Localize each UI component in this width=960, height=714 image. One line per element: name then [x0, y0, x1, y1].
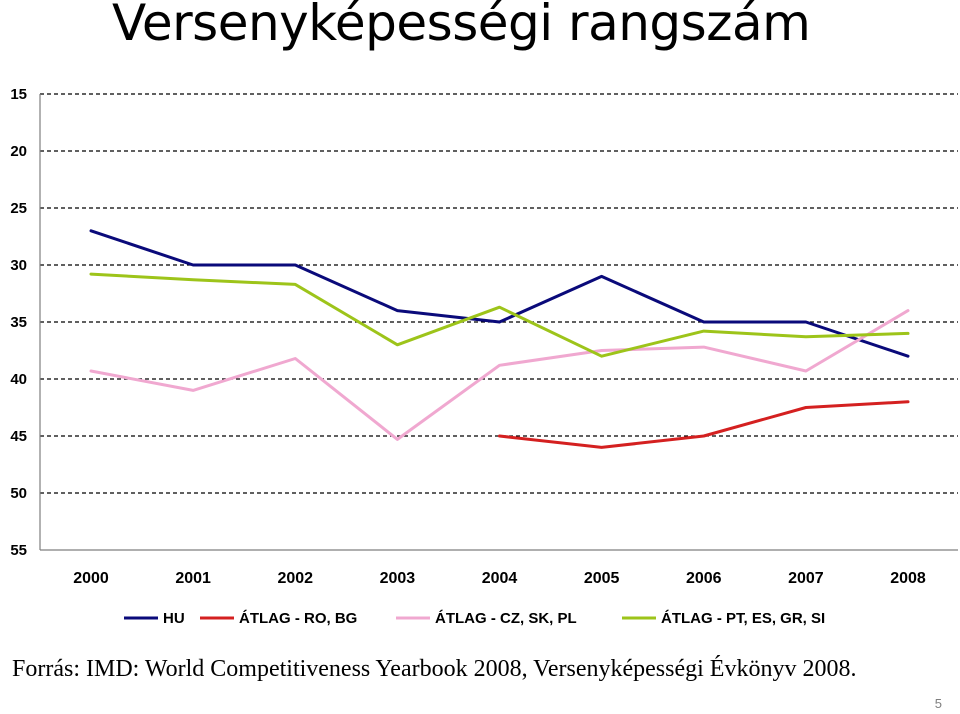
legend-item: ÁTLAG - CZ, SK, PL	[396, 610, 577, 627]
axes	[39, 94, 958, 551]
x-tick-label: 2001	[175, 570, 211, 587]
legend-item: ÁTLAG - PT, ES, GR, SI	[622, 610, 825, 627]
x-tick-label: 2006	[686, 570, 722, 587]
x-tick-label: 2005	[584, 570, 620, 587]
series-lines	[89, 229, 910, 449]
x-tick-label: 2000	[73, 570, 109, 587]
y-axis-ticks: 15 20 25 30 35 40 45 50 55	[10, 86, 27, 559]
y-tick-label: 30	[10, 257, 27, 274]
legend: HU ÁTLAG - RO, BG ÁTLAG - CZ, SK, PL ÁTLAG …	[124, 610, 825, 627]
y-tick-label: 15	[10, 86, 27, 103]
x-tick-label: 2008	[890, 570, 926, 587]
x-tick-label: 2003	[380, 570, 416, 587]
y-tick-label: 35	[10, 314, 27, 331]
gridlines	[40, 93, 958, 494]
series-line-3	[89, 272, 910, 358]
y-tick-label: 40	[10, 371, 27, 388]
legend-label: HU	[163, 610, 185, 627]
source-note: Forrás: IMD: World Competitiveness Yearb…	[12, 656, 857, 682]
series-line-1	[498, 400, 910, 449]
slide-title: Versenyképességi rangszám	[112, 0, 811, 52]
series-line-0	[89, 229, 910, 358]
y-tick-label: 55	[10, 542, 27, 559]
legend-label: ÁTLAG - PT, ES, GR, SI	[661, 610, 825, 627]
legend-item: HU	[124, 610, 185, 627]
legend-label: ÁTLAG - RO, BG	[239, 610, 357, 627]
legend-label: ÁTLAG - CZ, SK, PL	[435, 610, 577, 627]
x-tick-label: 2004	[482, 570, 518, 587]
legend-item: ÁTLAG - RO, BG	[200, 610, 357, 627]
series-line-2	[89, 309, 910, 441]
y-tick-label: 45	[10, 428, 27, 445]
y-tick-label: 20	[10, 143, 27, 160]
x-tick-label: 2002	[277, 570, 313, 587]
page-number: 5	[934, 696, 942, 711]
x-axis-ticks: 2000 2001 2002 2003 2004 2005 2006 2007 2008	[73, 570, 926, 587]
y-tick-label: 50	[10, 485, 27, 502]
y-tick-label: 25	[10, 200, 27, 217]
x-tick-label: 2007	[788, 570, 824, 587]
